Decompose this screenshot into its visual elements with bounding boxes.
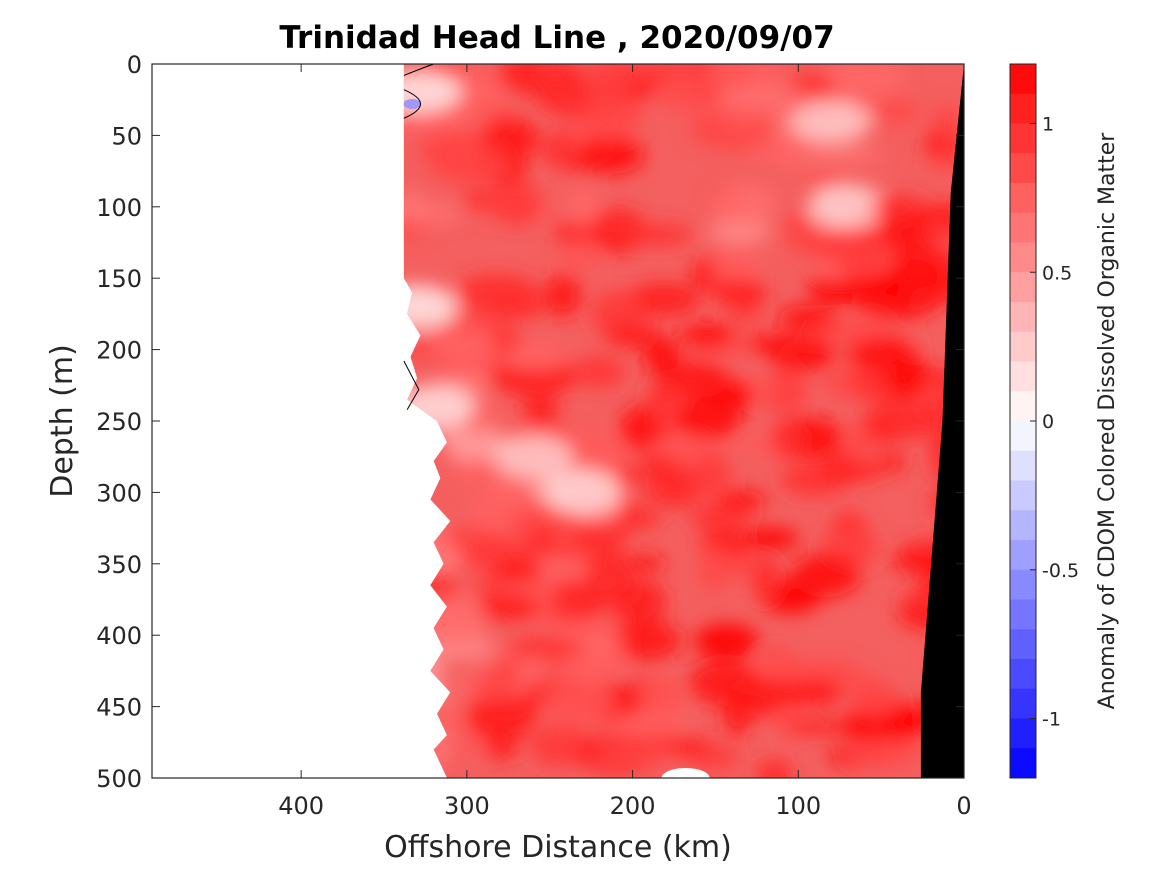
colorbar-level (1010, 242, 1036, 273)
colorbar-level (1010, 93, 1036, 124)
colorbar-level (1010, 421, 1036, 452)
colorbar-level (1010, 629, 1036, 660)
colorbar-level (1010, 688, 1036, 719)
colorbar-level (1010, 748, 1036, 779)
y-tick-label: 100 (96, 194, 142, 222)
bathymetry-mask (920, 64, 964, 778)
colorbar-tick-label: 1 (1042, 114, 1054, 136)
y-tick-label: 0 (127, 51, 142, 79)
colorbar-level (1010, 450, 1036, 481)
colorbar-level (1010, 272, 1036, 303)
colorbar-level (1010, 183, 1036, 214)
y-axis-ticks: 0 50 100 150 200 250 300 350 400 450 500 (96, 51, 964, 793)
x-tick-label: 200 (610, 792, 656, 820)
x-axis-label: Offshore Distance (km) (384, 830, 732, 865)
colorbar-level (1010, 361, 1036, 392)
y-tick-label: 500 (96, 765, 142, 793)
colorbar-tick-label: 0 (1042, 411, 1054, 433)
y-tick-label: 300 (96, 479, 142, 507)
colorbar-level (1010, 153, 1036, 184)
chart-title: Trinidad Head Line , 2020/09/07 (279, 20, 834, 56)
cdom-anomaly-field (390, 64, 965, 778)
x-tick-label: 400 (278, 792, 324, 820)
colorbar-tick-label: -1 (1042, 709, 1061, 731)
colorbar-level (1010, 480, 1036, 511)
y-tick-label: 150 (96, 265, 142, 293)
colorbar-level (1010, 123, 1036, 154)
colorbar-label: Anomaly of CDOM Colored Dissolved Organi… (1095, 132, 1120, 710)
x-tick-label: 100 (775, 792, 821, 820)
x-tick-label: 300 (444, 792, 490, 820)
colorbar-level (1010, 569, 1036, 600)
colorbar-tick-label: -0.5 (1042, 560, 1079, 582)
y-tick-label: 400 (96, 622, 142, 650)
colorbar-level (1010, 599, 1036, 630)
colorbar-tick-label: 0.5 (1042, 262, 1072, 284)
x-tick-label: 0 (956, 792, 971, 820)
y-axis-label: Depth (m) (45, 344, 80, 498)
colorbar-level (1010, 302, 1036, 333)
colorbar-level (1010, 64, 1036, 95)
colorbar-level (1010, 659, 1036, 690)
y-tick-label: 200 (96, 337, 142, 365)
colorbar-level (1010, 391, 1036, 422)
colorbar-level (1010, 331, 1036, 362)
colorbar-level (1010, 540, 1036, 571)
x-axis-ticks: 400 300 200 100 0 (278, 64, 972, 820)
y-tick-label: 50 (111, 122, 142, 150)
colorbar: 1 0.5 0 -0.5 -1 (1009, 63, 1079, 779)
y-tick-label: 350 (96, 551, 142, 579)
colorbar-level (1010, 212, 1036, 243)
colorbar-level (1010, 718, 1036, 749)
colorbar-level (1010, 510, 1036, 541)
y-tick-label: 450 (96, 694, 142, 722)
y-tick-label: 250 (96, 408, 142, 436)
